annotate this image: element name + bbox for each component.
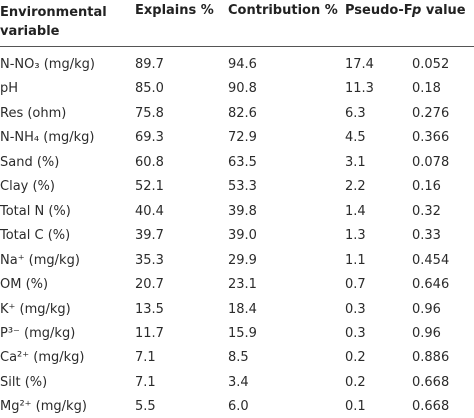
row-label: Silt (%): [0, 374, 48, 390]
header-cell: p value: [412, 3, 466, 19]
row-label: Clay (%): [0, 179, 55, 195]
header-text: p: [412, 3, 422, 18]
row-label: N-NO₃ (mg/kg): [0, 57, 95, 72]
row-label: N-NH₄ (mg/kg): [0, 130, 95, 146]
value-cell: 35.3: [135, 252, 164, 268]
value-cell: 0.2: [345, 374, 366, 390]
value-cell: 94.6: [228, 57, 257, 72]
value-cell: 29.9: [228, 252, 257, 268]
value-cell: 5.5: [135, 399, 156, 415]
row-label: Sand (%): [0, 154, 60, 170]
value-cell: 11.3: [345, 81, 374, 97]
value-cell: 1.1: [345, 252, 366, 268]
value-cell: 0.3: [345, 301, 366, 317]
value-cell: 7.1: [135, 374, 156, 390]
header-cell: Pseudo-F: [345, 3, 413, 18]
row-label: pH: [0, 81, 19, 97]
row-label: Mg²⁺ (mg/kg): [0, 399, 87, 415]
value-cell: 0.078: [412, 154, 450, 170]
value-cell: 0.2: [345, 350, 366, 366]
value-cell: 0.886: [412, 350, 450, 366]
value-cell: 0.646: [412, 277, 450, 293]
value-cell: 72.9: [228, 130, 257, 146]
value-cell: 0.96: [412, 325, 441, 341]
value-cell: 15.9: [228, 325, 257, 341]
value-cell: 0.18: [412, 81, 441, 97]
value-cell: 0.32: [412, 203, 441, 219]
value-cell: 40.4: [135, 203, 164, 219]
row-label: P³⁻ (mg/kg): [0, 325, 76, 341]
header-cell: Environmental variable: [0, 5, 107, 39]
value-cell: 7.1: [135, 350, 156, 366]
value-cell: 75.8: [135, 105, 164, 121]
value-cell: 6.3: [345, 105, 366, 121]
value-cell: 90.8: [228, 81, 257, 97]
value-cell: 0.33: [412, 228, 441, 244]
header-cell: Contribution %: [228, 3, 338, 18]
value-cell: 1.3: [345, 228, 366, 244]
value-cell: 63.5: [228, 154, 257, 170]
value-cell: 0.96: [412, 301, 441, 317]
row-label: Res (ohm): [0, 105, 67, 121]
value-cell: 39.7: [135, 228, 164, 244]
value-cell: 20.7: [135, 277, 164, 293]
value-cell: 0.052: [412, 57, 450, 72]
value-cell: 18.4: [228, 301, 257, 317]
header-cell: Explains %: [135, 3, 214, 18]
row-label: OM (%): [0, 277, 49, 293]
row-label: Total C (%): [0, 228, 71, 244]
value-cell: 0.668: [412, 399, 450, 415]
row-label: K⁺ (mg/kg): [0, 301, 71, 317]
value-cell: 53.3: [228, 179, 257, 195]
row-label: Na⁺ (mg/kg): [0, 252, 80, 268]
value-cell: 0.366: [412, 130, 450, 146]
value-cell: 11.7: [135, 325, 164, 341]
value-cell: 6.0: [228, 399, 249, 415]
value-cell: 0.3: [345, 325, 366, 341]
value-cell: 17.4: [345, 57, 374, 72]
value-cell: 0.276: [412, 105, 450, 121]
value-cell: 0.454: [412, 252, 450, 268]
value-cell: 0.7: [345, 277, 366, 293]
value-cell: 4.5: [345, 130, 366, 146]
value-cell: 69.3: [135, 130, 164, 146]
value-cell: 0.668: [412, 374, 450, 390]
value-cell: 39.8: [228, 203, 257, 219]
row-label: Total N (%): [0, 203, 71, 219]
header-text: value: [421, 3, 466, 18]
value-cell: 39.0: [228, 228, 257, 244]
value-cell: 8.5: [228, 350, 249, 366]
header-rule: [0, 46, 474, 47]
value-cell: 3.4: [228, 374, 249, 390]
value-cell: 85.0: [135, 81, 164, 97]
value-cell: 1.4: [345, 203, 366, 219]
value-cell: 23.1: [228, 277, 257, 293]
value-cell: 3.1: [345, 154, 366, 170]
row-label: Ca²⁺ (mg/kg): [0, 350, 85, 366]
value-cell: 2.2: [345, 179, 366, 195]
value-cell: 89.7: [135, 57, 164, 72]
value-cell: 0.1: [345, 399, 366, 415]
value-cell: 52.1: [135, 179, 164, 195]
value-cell: 13.5: [135, 301, 164, 317]
value-cell: 0.16: [412, 179, 441, 195]
value-cell: 82.6: [228, 105, 257, 121]
value-cell: 60.8: [135, 154, 164, 170]
